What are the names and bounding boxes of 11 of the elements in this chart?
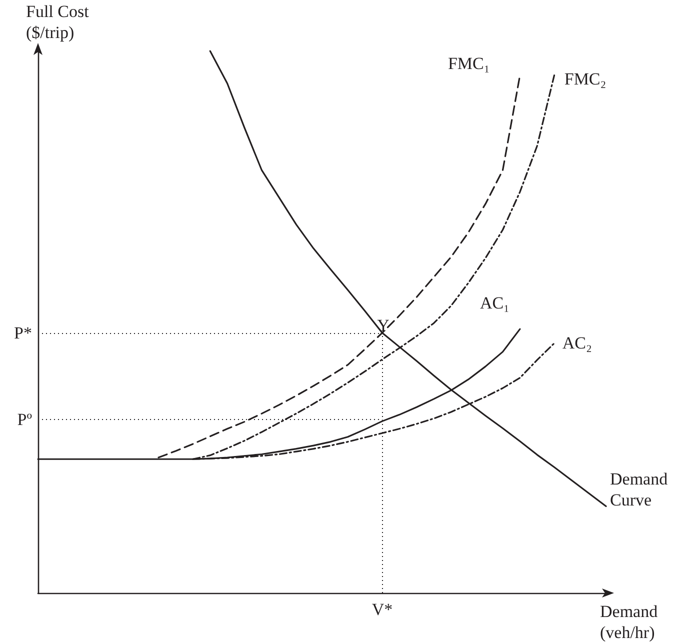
ref-line-label: Pº — [17, 410, 32, 430]
text: V* — [372, 600, 393, 619]
y-axis-title: Full Cost ($/trip) — [26, 2, 90, 42]
annotation: Y — [377, 316, 390, 335]
x-axis-title: Demand (veh/hr) — [600, 602, 658, 642]
series-label: FMC₂ — [564, 69, 606, 88]
ref-line-label: P* — [14, 323, 32, 342]
series-label: FMC₁ — [448, 54, 490, 73]
series-label: AC₁ — [480, 294, 510, 313]
series-label: Demand Curve — [610, 469, 672, 510]
series-label: AC₂ — [562, 334, 592, 353]
